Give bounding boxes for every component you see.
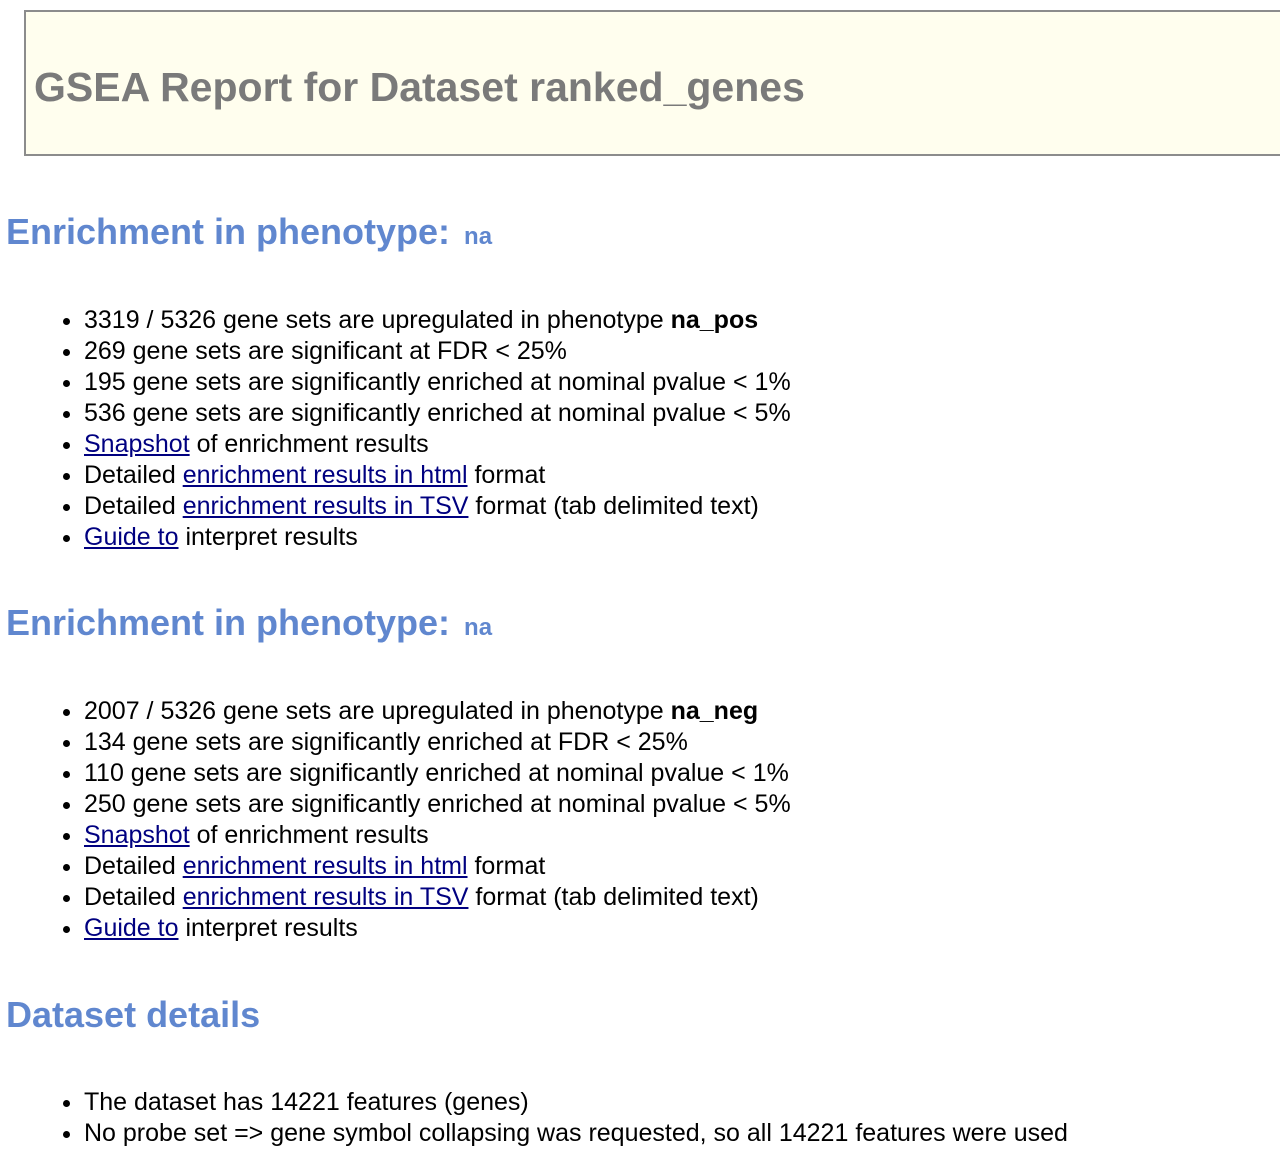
list-item: Snapshot of enrichment results (84, 429, 791, 460)
guide-link[interactable]: Guide to (84, 523, 179, 551)
list-item: 2007 / 5326 gene sets are upregulated in… (84, 696, 791, 727)
report-header: GSEA Report for Dataset ranked_genes (24, 10, 1280, 156)
section-heading-label: Enrichment in phenotype: (6, 211, 451, 252)
list-item: Detailed enrichment results in TSV forma… (84, 882, 791, 913)
list-item: 250 gene sets are significantly enriched… (84, 789, 791, 820)
html-results-link[interactable]: enrichment results in html (182, 461, 468, 489)
list-item: 195 gene sets are significantly enriched… (84, 367, 791, 398)
list-item: Detailed enrichment results in html form… (84, 851, 791, 882)
guide-link[interactable]: Guide to (84, 914, 179, 942)
enrichment-list-neg: 2007 / 5326 gene sets are upregulated in… (0, 696, 791, 944)
snapshot-link[interactable]: Snapshot (84, 821, 190, 849)
list-item: Snapshot of enrichment results (84, 820, 791, 851)
section-heading-pos: Enrichment in phenotype: na (6, 212, 492, 257)
list-item: 3319 / 5326 gene sets are upregulated in… (84, 305, 791, 336)
list-item: 134 gene sets are significantly enriched… (84, 727, 791, 758)
list-item: The dataset has 14221 features (genes) (84, 1087, 1068, 1118)
list-item: Detailed enrichment results in TSV forma… (84, 491, 791, 522)
html-results-link[interactable]: enrichment results in html (182, 852, 468, 880)
tsv-results-link[interactable]: enrichment results in TSV (182, 883, 469, 911)
dataset-details-heading: Dataset details (6, 994, 261, 1035)
phenotype-name: na (464, 614, 493, 641)
list-item: No probe set => gene symbol collapsing w… (84, 1118, 1068, 1149)
phenotype-label: na_neg (670, 697, 759, 725)
list-item: Guide to interpret results (84, 522, 791, 553)
snapshot-link[interactable]: Snapshot (84, 430, 190, 458)
list-item: 110 gene sets are significantly enriched… (84, 758, 791, 789)
section-heading-neg: Enrichment in phenotype: na (6, 603, 492, 648)
phenotype-name: na (464, 223, 493, 250)
enrichment-list-pos: 3319 / 5326 gene sets are upregulated in… (0, 305, 791, 553)
list-item: Detailed enrichment results in html form… (84, 460, 791, 491)
phenotype-label: na_pos (670, 306, 759, 334)
list-item: 536 gene sets are significantly enriched… (84, 398, 791, 429)
dataset-details-list: The dataset has 14221 features (genes) N… (0, 1087, 1068, 1149)
section-heading-label: Enrichment in phenotype: (6, 602, 451, 643)
page-title: GSEA Report for Dataset ranked_genes (34, 64, 805, 110)
tsv-results-link[interactable]: enrichment results in TSV (182, 492, 469, 520)
list-item: Guide to interpret results (84, 913, 791, 944)
list-item: 269 gene sets are significant at FDR < 2… (84, 336, 791, 367)
